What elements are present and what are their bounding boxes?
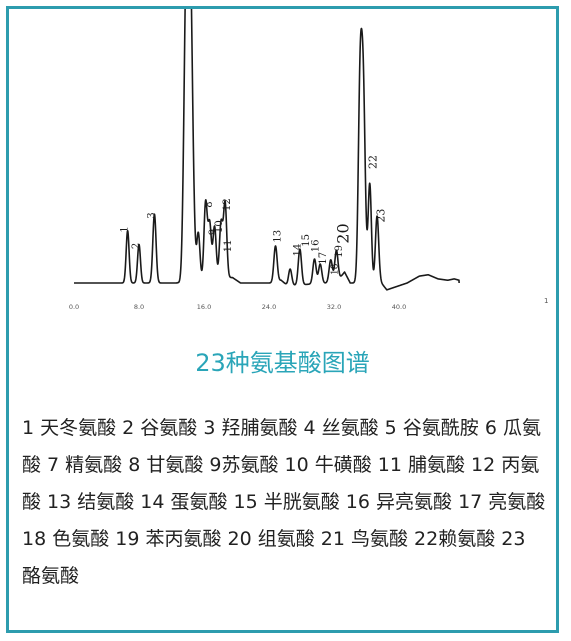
peak-label-23: 23 [374, 209, 387, 223]
x-tick-label: 0.0 [69, 303, 79, 311]
peak-label-8: 8 [204, 201, 215, 207]
amino-acid-legend: 1 天冬氨酸 2 谷氨酸 3 羟脯氨酸 4 丝氨酸 5 谷氨酰胺 6 瓜氨酸 7… [22, 417, 546, 587]
peak-label-11: 11 [223, 240, 234, 253]
peak-label-16: 16 [311, 240, 322, 253]
figure-frame [6, 6, 559, 633]
x-end-tick-label: 1 [544, 297, 548, 305]
peak-label-9: 9 [208, 229, 219, 235]
chromatogram-trace [73, 9, 460, 291]
peak-label-13: 13 [272, 230, 283, 243]
x-tick-label: 32.0 [327, 303, 341, 311]
peak-label-3: 3 [146, 212, 157, 218]
peak-label-14: 14 [293, 244, 304, 257]
peak-label-17: 17 [318, 252, 329, 265]
x-tick-label: 16.0 [197, 303, 211, 311]
peak-label-19: 19 [334, 245, 345, 258]
peak-label-1: 1 [120, 226, 131, 232]
x-tick-label: 24.0 [262, 303, 276, 311]
peak-label-15: 15 [301, 234, 312, 247]
peak-label-10: 10 [214, 220, 225, 233]
x-tick-label: 8.0 [134, 303, 144, 311]
peak-label-22: 22 [366, 155, 379, 169]
peak-label-20: 20 [334, 223, 353, 243]
chart-caption: 23种氨基酸图谱 [195, 349, 370, 377]
peak-label-12: 12 [222, 198, 233, 211]
peak-label-18: 18 [330, 263, 340, 275]
x-tick-label: 40.0 [392, 303, 406, 311]
peak-label-2: 2 [131, 243, 142, 249]
